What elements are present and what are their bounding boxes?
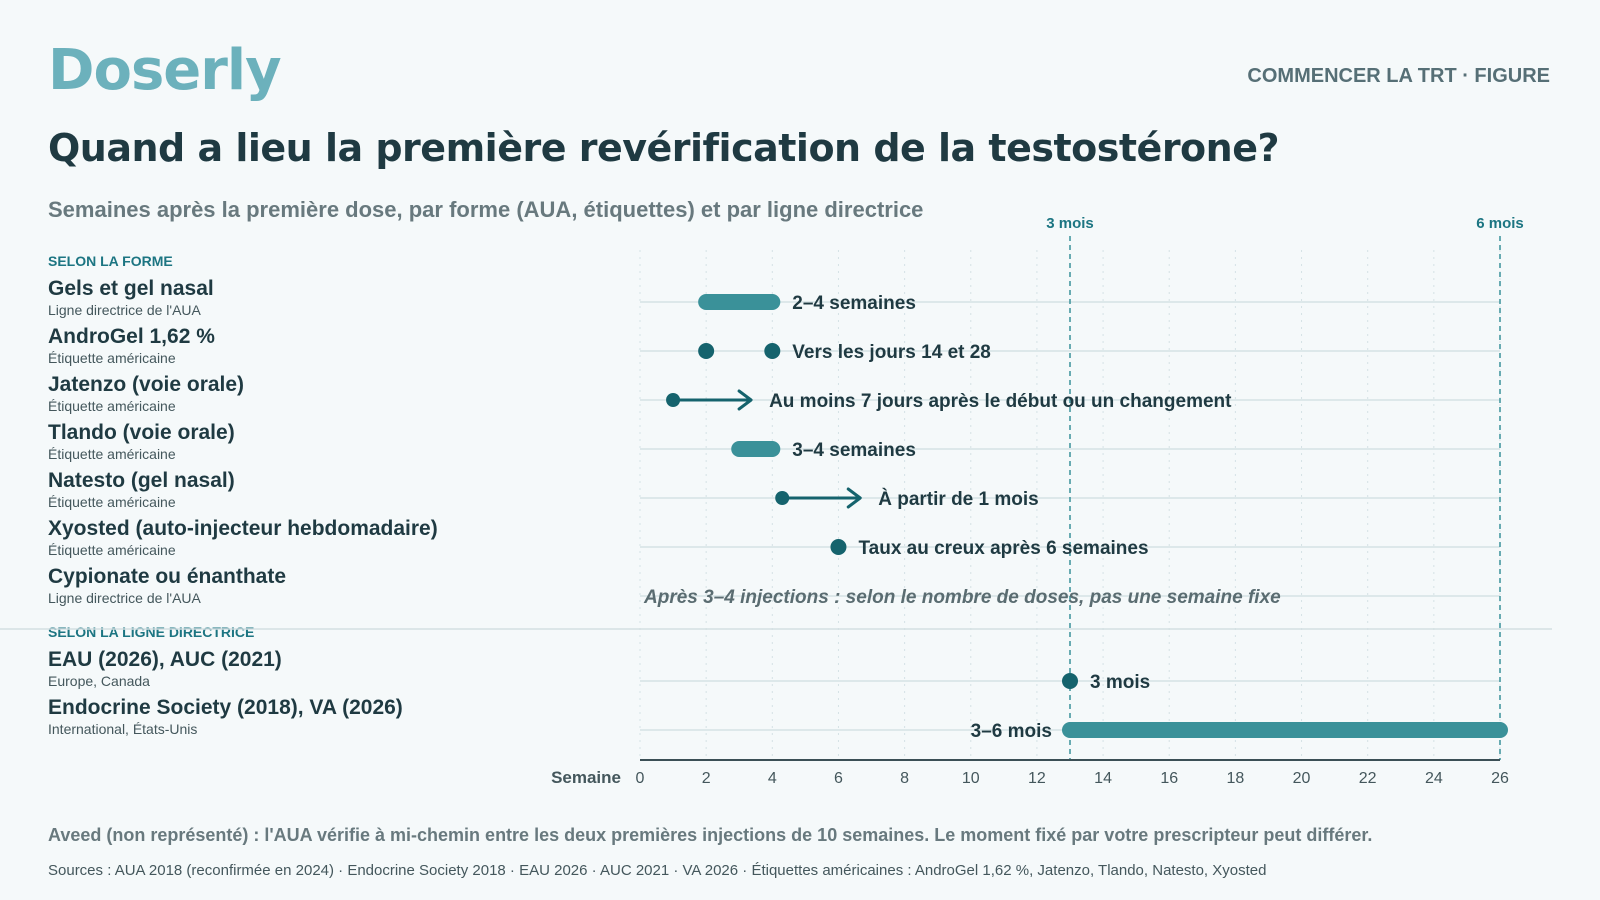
x-tick-label: 12	[1028, 770, 1046, 787]
section-label-guideline: SELON LA LIGNE DIRECTRICE	[48, 624, 255, 640]
x-tick-label: 24	[1425, 770, 1443, 787]
data-point	[764, 343, 781, 359]
row-source: Europe, Canada	[48, 673, 150, 689]
data-point	[1062, 673, 1078, 689]
point-label: Vers les jours 14 et 28	[792, 342, 991, 363]
row-source: Étiquette américaine	[48, 494, 176, 510]
range-label: 3–4 semaines	[792, 440, 916, 461]
data-point	[698, 343, 715, 359]
row-source: Ligne directrice de l'AUA	[48, 590, 201, 606]
x-tick-label: 0	[636, 770, 645, 787]
row-name: Natesto (gel nasal)	[48, 469, 235, 492]
note-label: Après 3–4 injections : selon le nombre d…	[643, 587, 1281, 608]
row-name: Gels et gel nasal	[48, 277, 214, 300]
row-label: AndroGel 1,62 % Étiquette américaine	[48, 325, 215, 367]
row-label: Gels et gel nasal Ligne directrice de l'…	[48, 277, 214, 319]
point-label: Taux au creux après 6 semaines	[858, 538, 1148, 559]
reference-label: 3 mois	[1046, 215, 1094, 232]
x-tick-label: 14	[1094, 770, 1112, 787]
row-source: Étiquette américaine	[48, 542, 176, 558]
x-tick-label: 16	[1160, 770, 1178, 787]
row-label: Endocrine Society (2018), VA (2026) Inte…	[48, 696, 403, 738]
row-label: Jatenzo (voie orale) Étiquette américain…	[48, 373, 244, 415]
row-source: Étiquette américaine	[48, 398, 176, 414]
row-source: International, États-Unis	[48, 721, 198, 737]
row-name: EAU (2026), AUC (2021)	[48, 648, 282, 671]
row-label: Cypionate ou énanthate Ligne directrice …	[48, 565, 286, 607]
row-name: Xyosted (auto-injecteur hebdomadaire)	[48, 517, 438, 540]
row-source: Ligne directrice de l'AUA	[48, 302, 201, 318]
x-tick-label: 18	[1226, 770, 1244, 787]
row-name: Endocrine Society (2018), VA (2026)	[48, 696, 403, 719]
sources-line: Sources : AUA 2018 (reconfirmée en 2024)…	[48, 862, 1267, 879]
row-name: Cypionate ou énanthate	[48, 565, 287, 588]
row-label: Tlando (voie orale) Étiquette américaine	[48, 421, 235, 463]
footnote: Aveed (non représenté) : l'AUA vérifie à…	[48, 825, 1373, 845]
brand-logo: Doserly	[48, 38, 282, 103]
arrow-head	[846, 487, 862, 509]
x-tick-label: 4	[768, 770, 777, 787]
x-tick-label: 6	[834, 770, 843, 787]
arrow-head	[737, 389, 753, 411]
x-axis-label: Semaine	[551, 768, 621, 787]
row-name: Tlando (voie orale)	[48, 421, 235, 444]
x-tick-label: 20	[1293, 770, 1311, 787]
range-label: 2–4 semaines	[792, 293, 916, 314]
x-tick-label: 22	[1359, 770, 1377, 787]
row-label: EAU (2026), AUC (2021) Europe, Canada	[48, 648, 282, 690]
x-tick-label: 2	[702, 770, 711, 787]
row-label: Natesto (gel nasal) Étiquette américaine	[48, 469, 235, 511]
row-name: Jatenzo (voie orale)	[48, 373, 245, 396]
arrow-label: À partir de 1 mois	[878, 488, 1038, 510]
page-subtitle: Semaines après la première dose, par for…	[48, 197, 924, 222]
data-point	[830, 539, 847, 555]
reference-label: 6 mois	[1476, 215, 1524, 232]
figure-kicker: COMMENCER LA TRT · FIGURE	[1247, 65, 1550, 87]
row-source: Étiquette américaine	[48, 446, 176, 462]
x-tick-label: 10	[962, 770, 980, 787]
arrow-label: Au moins 7 jours après le début ou un ch…	[769, 391, 1232, 412]
row-source: Étiquette américaine	[48, 350, 176, 366]
x-tick-label: 26	[1491, 770, 1509, 787]
point-label: 3 mois	[1090, 672, 1150, 693]
section-label-form: SELON LA FORME	[48, 253, 173, 269]
row-label: Xyosted (auto-injecteur hebdomadaire) Ét…	[48, 517, 438, 559]
range-label: 3–6 mois	[971, 721, 1052, 742]
page-title: Quand a lieu la première revérification …	[48, 126, 1280, 170]
row-name: AndroGel 1,62 %	[48, 325, 215, 348]
x-tick-label: 8	[900, 770, 909, 787]
